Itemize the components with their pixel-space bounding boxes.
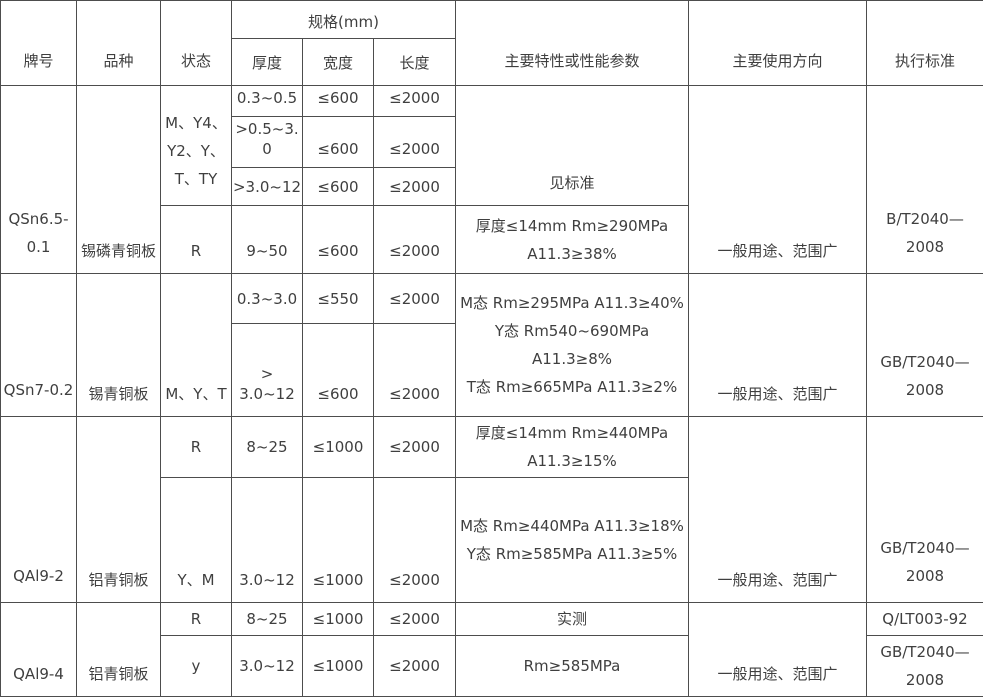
cell-length: ≤2000 [374,274,456,324]
cell-width: ≤600 [303,86,374,117]
cell-state: R [161,206,232,274]
cell-state: R [161,603,232,636]
cell-standard: GB/T2040—2008 [867,636,983,697]
table-row: QAl9-4 铝青铜板 R 8~25 ≤1000 ≤2000 实测 一般用途、范… [1,603,983,636]
cell-standard: GB/T2040—2008 [867,417,983,603]
cell-usage: 一般用途、范围广 [689,86,867,274]
cell-length: ≤2000 [374,324,456,417]
header-width: 宽度 [303,39,374,86]
cell-properties: Rm≥585MPa [456,636,689,697]
cell-properties: M态 Rm≥440MPa A11.3≥18% Y态 Rm≥585MPa A11.… [456,478,689,603]
header-grade: 牌号 [1,1,77,86]
cell-length: ≤2000 [374,603,456,636]
cell-standard: GB/T2040—2008 [867,274,983,417]
cell-grade: QSn7-0.2 [1,274,77,417]
cell-thickness: 9~50 [232,206,303,274]
cell-grade: QAl9-2 [1,417,77,603]
header-usage: 主要使用方向 [689,1,867,86]
cell-width: ≤1000 [303,478,374,603]
cell-thickness: > 3.0~12 [232,324,303,417]
cell-state: y [161,636,232,697]
cell-thickness: >3.0~12 [232,168,303,206]
cell-state: M、Y、T [161,274,232,417]
cell-variety: 锡青铜板 [77,274,161,417]
cell-length: ≤2000 [374,417,456,478]
cell-width: ≤550 [303,274,374,324]
header-length: 长度 [374,39,456,86]
cell-length: ≤2000 [374,478,456,603]
cell-thickness: 8~25 [232,603,303,636]
header-spec-group: 规格(mm) [232,1,456,39]
cell-properties: M态 Rm≥295MPa A11.3≥40% Y态 Rm540~690MPa A… [456,274,689,417]
header-variety: 品种 [77,1,161,86]
cell-variety: 铝青铜板 [77,417,161,603]
header-standard: 执行标准 [867,1,983,86]
cell-width: ≤600 [303,324,374,417]
cell-grade: QSn6.5-0.1 [1,86,77,274]
cell-properties: 厚度≤14mm Rm≥290MPa A11.3≥38% [456,206,689,274]
cell-thickness: 3.0~12 [232,636,303,697]
cell-thickness: 0.3~0.5 [232,86,303,117]
cell-length: ≤2000 [374,168,456,206]
cell-state: R [161,417,232,478]
cell-length: ≤2000 [374,86,456,117]
header-row-1: 牌号 品种 状态 规格(mm) 主要特性或性能参数 主要使用方向 执行标准 [1,1,983,39]
cell-length: ≤2000 [374,636,456,697]
cell-width: ≤1000 [303,603,374,636]
cell-variety: 锡磷青铜板 [77,86,161,274]
cell-width: ≤1000 [303,636,374,697]
header-state: 状态 [161,1,232,86]
table-row: QSn6.5-0.1 锡磷青铜板 M、Y4、Y2、Y、T、TY 0.3~0.5 … [1,86,983,117]
cell-properties: 实测 [456,603,689,636]
header-properties: 主要特性或性能参数 [456,1,689,86]
cell-length: ≤2000 [374,206,456,274]
cell-standard: Q/LT003-92 [867,603,983,636]
cell-standard: B/T2040—2008 [867,86,983,274]
table-row: QSn7-0.2 锡青铜板 M、Y、T 0.3~3.0 ≤550 ≤2000 M… [1,274,983,324]
cell-thickness: 3.0~12 [232,478,303,603]
cell-width: ≤600 [303,168,374,206]
cell-usage: 一般用途、范围广 [689,603,867,697]
cell-thickness: 0.3~3.0 [232,274,303,324]
table-row: QAl9-2 铝青铜板 R 8~25 ≤1000 ≤2000 厚度≤14mm R… [1,417,983,478]
cell-state: Y、M [161,478,232,603]
cell-usage: 一般用途、范围广 [689,417,867,603]
cell-thickness: 8~25 [232,417,303,478]
cell-width: ≤600 [303,206,374,274]
cell-properties: 见标准 [456,86,689,206]
cell-length: ≤2000 [374,117,456,168]
cell-state: M、Y4、Y2、Y、T、TY [161,86,232,206]
cell-usage: 一般用途、范围广 [689,274,867,417]
cell-width: ≤1000 [303,417,374,478]
cell-width: ≤600 [303,117,374,168]
cell-grade: QAl9-4 [1,603,77,697]
cell-properties: 厚度≤14mm Rm≥440MPa A11.3≥15% [456,417,689,478]
header-thickness: 厚度 [232,39,303,86]
cell-variety: 铝青铜板 [77,603,161,697]
cell-thickness: >0.5~3.0 [232,117,303,168]
